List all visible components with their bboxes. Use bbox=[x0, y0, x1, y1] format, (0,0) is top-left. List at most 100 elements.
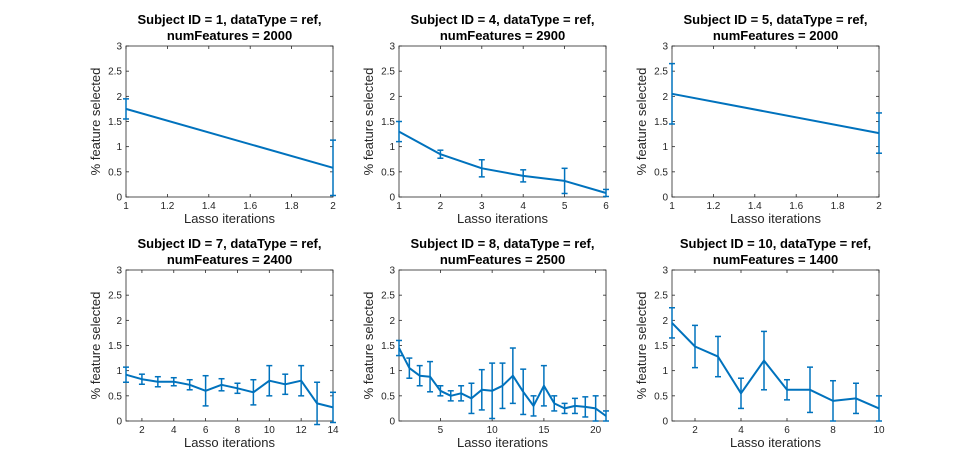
x-tick-label: 4 bbox=[520, 201, 526, 212]
plot-area bbox=[398, 45, 607, 198]
x-tick-label: 1 bbox=[123, 201, 129, 212]
y-tick-label: 1 bbox=[662, 366, 668, 377]
error-bar bbox=[876, 395, 882, 422]
y-axis-label: % feature selected bbox=[634, 292, 649, 400]
x-tick-label: 1.6 bbox=[789, 201, 803, 212]
y-tick-label: 2.5 bbox=[108, 67, 122, 78]
x-tick-label: 20 bbox=[590, 425, 602, 436]
x-tick-label: 8 bbox=[235, 425, 241, 436]
x-tick-label: 10 bbox=[487, 425, 499, 436]
y-tick-label: 2 bbox=[662, 316, 668, 327]
plot-area bbox=[125, 269, 334, 422]
x-tick-label: 1.4 bbox=[748, 201, 762, 212]
series-line bbox=[125, 373, 334, 409]
x-axis-label: Lasso iterations bbox=[730, 435, 822, 450]
y-axis-label: % feature selected bbox=[361, 68, 376, 176]
series-line bbox=[671, 92, 880, 135]
x-axis-label: Lasso iterations bbox=[457, 211, 549, 226]
y-tick-label: 2.5 bbox=[381, 291, 395, 302]
x-tick-label: 1.4 bbox=[202, 201, 216, 212]
x-axis-label: Lasso iterations bbox=[457, 435, 549, 450]
subplot-2: 0 0.5 1 1.5 2 2.5 3 1 2 3 4 5 6 Subject ID = 4, dataT… bbox=[361, 12, 609, 226]
y-tick-label: 3 bbox=[389, 266, 395, 277]
x-tick-label: 5 bbox=[438, 425, 444, 436]
y-tick-label: 0 bbox=[389, 193, 395, 204]
x-tick-label: 3 bbox=[479, 201, 485, 212]
subplot-title: Subject ID = 1, dataType = ref, bbox=[138, 12, 322, 27]
y-tick-label: 1 bbox=[389, 142, 395, 153]
plot-area bbox=[671, 269, 880, 422]
subplot-title: numFeatures = 2000 bbox=[713, 28, 838, 43]
subplot-title: Subject ID = 5, dataType = ref, bbox=[684, 12, 868, 27]
y-tick-label: 1.5 bbox=[381, 341, 395, 352]
subplot-4: 0 0.5 1 1.5 2 2.5 3 2 4 6 8 10 12 14 Subject ID = 7, d… bbox=[88, 236, 339, 450]
x-axis-label: Lasso iterations bbox=[730, 211, 822, 226]
y-axis-label: % feature selected bbox=[634, 68, 649, 176]
subplot-title: Subject ID = 4, dataType = ref, bbox=[411, 12, 595, 27]
subplot-title: Subject ID = 10, dataType = ref, bbox=[680, 236, 871, 251]
x-tick-label: 2 bbox=[876, 201, 882, 212]
error-bar bbox=[396, 120, 402, 143]
subplot-5: 0 0.5 1 1.5 2 2.5 3 5 10 15 20 Subject ID = 8, data… bbox=[361, 236, 609, 450]
subplot-title: numFeatures = 2500 bbox=[440, 252, 565, 267]
x-tick-label: 14 bbox=[327, 425, 339, 436]
x-tick-label: 4 bbox=[171, 425, 177, 436]
error-bar bbox=[123, 366, 129, 383]
x-tick-label: 6 bbox=[203, 425, 209, 436]
x-tick-label: 15 bbox=[538, 425, 550, 436]
x-tick-label: 1.2 bbox=[706, 201, 720, 212]
y-tick-label: 0.5 bbox=[108, 391, 122, 402]
x-tick-label: 10 bbox=[873, 425, 885, 436]
y-tick-label: 2.5 bbox=[654, 67, 668, 78]
series-line bbox=[398, 347, 607, 417]
y-tick-label: 1 bbox=[116, 142, 122, 153]
y-tick-label: 2 bbox=[389, 92, 395, 103]
plot-area bbox=[125, 45, 334, 198]
x-tick-label: 6 bbox=[784, 425, 790, 436]
y-tick-label: 1.5 bbox=[108, 117, 122, 128]
x-tick-label: 1.2 bbox=[160, 201, 174, 212]
y-tick-label: 1 bbox=[116, 366, 122, 377]
error-bar bbox=[669, 307, 675, 339]
y-tick-label: 3 bbox=[116, 42, 122, 53]
y-axis-label: % feature selected bbox=[361, 292, 376, 400]
subplot-title: numFeatures = 1400 bbox=[713, 252, 838, 267]
x-tick-label: 10 bbox=[264, 425, 276, 436]
y-tick-label: 1.5 bbox=[108, 341, 122, 352]
x-tick-label: 1 bbox=[396, 201, 402, 212]
y-tick-label: 0 bbox=[662, 193, 668, 204]
y-tick-label: 0.5 bbox=[381, 391, 395, 402]
y-tick-label: 1 bbox=[389, 366, 395, 377]
x-tick-label: 4 bbox=[738, 425, 744, 436]
x-tick-label: 8 bbox=[830, 425, 836, 436]
y-tick-label: 3 bbox=[116, 266, 122, 277]
x-tick-label: 6 bbox=[603, 201, 609, 212]
subplot-1: 0 0.5 1 1.5 2 2.5 3 1 1.2 1.4 1.6 1.8 2 Subject ID = … bbox=[88, 12, 336, 226]
y-tick-label: 0.5 bbox=[654, 167, 668, 178]
subplot-title: Subject ID = 8, dataType = ref, bbox=[411, 236, 595, 251]
y-tick-label: 3 bbox=[662, 266, 668, 277]
x-tick-label: 1.6 bbox=[243, 201, 257, 212]
y-tick-label: 2 bbox=[116, 92, 122, 103]
x-axis-label: Lasso iterations bbox=[184, 211, 276, 226]
series-line bbox=[671, 322, 880, 410]
x-tick-label: 2 bbox=[330, 201, 336, 212]
y-tick-label: 0 bbox=[662, 417, 668, 428]
x-tick-label: 1.8 bbox=[831, 201, 845, 212]
subplot-title: numFeatures = 2000 bbox=[167, 28, 292, 43]
subplot-6: 0 0.5 1 1.5 2 2.5 3 2 4 6 8 10 Subject ID = 10, data… bbox=[634, 236, 885, 450]
subplot-title: numFeatures = 2400 bbox=[167, 252, 292, 267]
subplot-title: numFeatures = 2900 bbox=[440, 28, 565, 43]
y-tick-label: 0.5 bbox=[654, 391, 668, 402]
y-tick-label: 2.5 bbox=[108, 291, 122, 302]
y-tick-label: 0.5 bbox=[381, 167, 395, 178]
y-tick-label: 2 bbox=[116, 316, 122, 327]
x-tick-label: 5 bbox=[562, 201, 568, 212]
x-tick-label: 12 bbox=[296, 425, 308, 436]
subplot-title: Subject ID = 7, dataType = ref, bbox=[138, 236, 322, 251]
y-tick-label: 2.5 bbox=[654, 291, 668, 302]
y-tick-label: 1.5 bbox=[654, 341, 668, 352]
error-bar bbox=[330, 139, 336, 197]
subplot-3: 0 0.5 1 1.5 2 2.5 3 1 1.2 1.4 1.6 1.8 2 Subject ID = … bbox=[634, 12, 882, 226]
